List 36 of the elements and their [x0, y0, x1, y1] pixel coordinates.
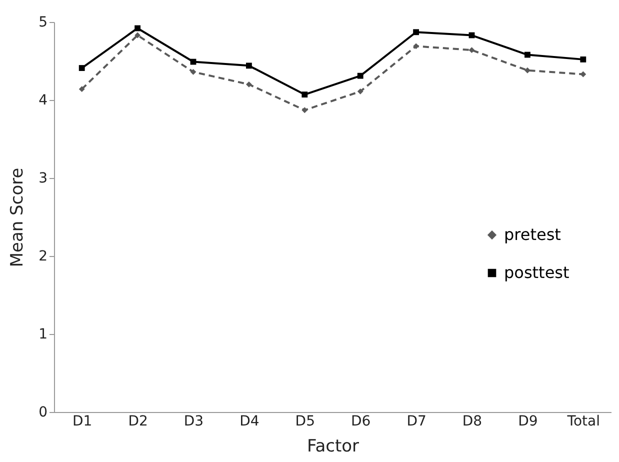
x-tick-label: D8 — [462, 414, 482, 430]
point — [357, 72, 364, 79]
y-tick-label: 0 — [38, 404, 48, 420]
point — [134, 25, 141, 32]
x-tick-label: D1 — [72, 414, 92, 430]
y-tick-label: 3 — [38, 170, 48, 186]
x-tick-label: D4 — [240, 414, 260, 430]
y-tick-label: 5 — [38, 14, 48, 30]
x-tick-label: D9 — [518, 414, 538, 430]
x-tick-label: D5 — [295, 414, 315, 430]
point — [302, 92, 308, 98]
point — [246, 81, 252, 88]
x-tick-label: Total — [566, 414, 600, 430]
legend-label: pretest — [504, 225, 561, 244]
legend-label: posttest — [504, 263, 570, 282]
x-tick-label: D3 — [184, 414, 204, 430]
point — [190, 68, 196, 75]
x-tick-label: D7 — [406, 414, 426, 430]
y-tick-label: 1 — [38, 326, 48, 342]
point — [78, 86, 85, 92]
y-tick-label: 2 — [38, 248, 48, 264]
y-axis-title: Mean Score — [8, 168, 28, 268]
x-tick-label: D6 — [351, 414, 371, 430]
x-tick-label: D2 — [128, 414, 148, 430]
point — [246, 62, 252, 69]
point — [78, 65, 85, 71]
y-tick-label: 4 — [38, 92, 48, 108]
point — [468, 47, 475, 54]
point — [413, 29, 420, 36]
point — [524, 52, 530, 58]
point — [580, 56, 586, 62]
point — [357, 88, 364, 94]
point — [413, 43, 420, 50]
x-axis-title: Factor — [306, 436, 360, 456]
point — [302, 107, 308, 114]
point — [134, 32, 141, 38]
